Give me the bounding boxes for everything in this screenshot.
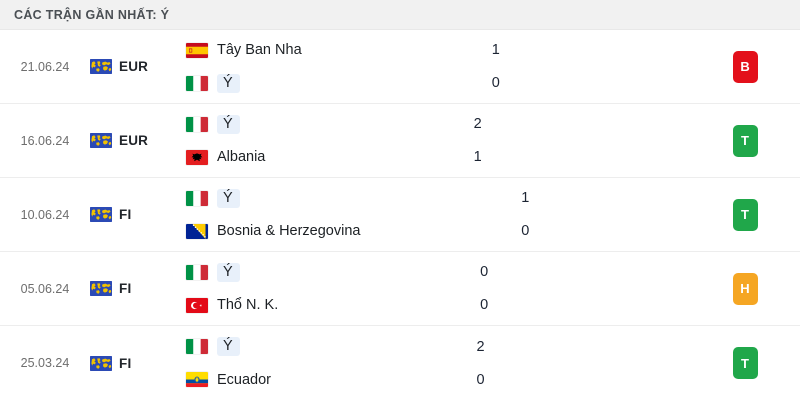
ecuador-flag-icon xyxy=(186,372,208,387)
row-spacer xyxy=(600,178,690,251)
row-spacer xyxy=(571,30,690,103)
teams-cell: Ý Albania xyxy=(182,104,403,177)
away-team-line[interactable]: Ecuador xyxy=(186,370,406,390)
away-team-line[interactable]: Ý xyxy=(186,73,421,93)
italy-flag-icon xyxy=(186,339,208,354)
row-spacer xyxy=(556,326,691,400)
away-score: 0 xyxy=(480,297,489,313)
match-date: 05.06.24 xyxy=(20,281,70,296)
away-team-name: Bosnia & Herzegovina xyxy=(217,223,361,239)
away-score: 0 xyxy=(491,75,500,91)
home-team-name: Ý xyxy=(217,262,240,282)
match-row[interactable]: 25.03.24 FI Ý Ecuador 2 0 T xyxy=(0,326,800,400)
status-badge[interactable]: T xyxy=(732,198,758,231)
away-team-line[interactable]: Albania xyxy=(186,147,403,167)
result-cell: T xyxy=(690,178,800,251)
match-list: 21.06.24 EUR Tây Ban Nha Ý 1 0 B 16.06.24 EUR Ý Al… xyxy=(0,30,800,400)
teams-cell: Ý Ecuador xyxy=(182,326,406,400)
competition-label: FI xyxy=(119,281,132,296)
result-cell: H xyxy=(690,252,800,325)
spain-flag-icon xyxy=(186,42,208,58)
away-score: 0 xyxy=(521,223,530,239)
status-badge[interactable]: T xyxy=(732,124,758,157)
match-date: 10.06.24 xyxy=(20,207,70,222)
status-badge[interactable]: T xyxy=(732,347,758,379)
italy-flag-icon xyxy=(186,75,208,91)
match-row[interactable]: 10.06.24 FI Ý Bosnia & Herzegovina 1 0 T xyxy=(0,178,800,252)
panel-header: CÁC TRẬN GẦN NHẤT: Ý xyxy=(0,0,800,30)
away-team-name: Ý xyxy=(217,73,240,93)
albania-flag-icon xyxy=(186,149,208,165)
result-cell: T xyxy=(690,104,800,177)
match-row[interactable]: 05.06.24 FI Ý Thổ N. K. 0 0 H xyxy=(0,252,800,326)
home-score: 2 xyxy=(473,116,482,132)
match-row[interactable]: 16.06.24 EUR Ý Albania 2 1 T xyxy=(0,104,800,178)
turkey-flag-icon xyxy=(186,297,208,313)
home-team-name: Ý xyxy=(217,114,240,134)
world-map-icon xyxy=(90,59,112,74)
home-team-line[interactable]: Ý xyxy=(186,188,450,208)
match-date: 21.06.24 xyxy=(20,59,70,74)
status-badge[interactable]: B xyxy=(732,50,758,83)
italy-flag-icon xyxy=(186,264,208,280)
competition-cell[interactable]: FI xyxy=(90,178,182,251)
row-spacer xyxy=(559,252,690,325)
match-date: 25.03.24 xyxy=(20,356,70,370)
result-cell: T xyxy=(690,326,800,400)
competition-label: FI xyxy=(119,207,132,222)
home-team-line[interactable]: Ý xyxy=(186,337,406,357)
home-team-line[interactable]: Ý xyxy=(186,262,409,282)
away-team-name: Albania xyxy=(217,149,266,165)
competition-cell[interactable]: FI xyxy=(90,252,182,325)
competition-cell[interactable]: FI xyxy=(90,326,182,400)
teams-cell: Tây Ban Nha Ý xyxy=(182,30,421,103)
italy-flag-icon xyxy=(186,116,208,132)
competition-label: EUR xyxy=(119,133,149,148)
competition-cell[interactable]: EUR xyxy=(90,30,182,103)
away-score: 0 xyxy=(476,371,485,388)
home-score: 2 xyxy=(476,338,485,355)
home-team-name: Tây Ban Nha xyxy=(217,42,302,58)
competition-label: FI xyxy=(119,355,132,371)
row-spacer xyxy=(553,104,690,177)
teams-cell: Ý Thổ N. K. xyxy=(182,252,409,325)
status-badge[interactable]: H xyxy=(732,272,758,305)
home-score: 1 xyxy=(521,190,530,206)
world-map-icon xyxy=(90,133,112,148)
competition-label: EUR xyxy=(119,59,149,74)
home-score: 0 xyxy=(480,264,489,280)
home-score: 1 xyxy=(491,42,500,58)
teams-cell: Ý Bosnia & Herzegovina xyxy=(182,178,450,251)
match-row[interactable]: 21.06.24 EUR Tây Ban Nha Ý 1 0 B xyxy=(0,30,800,104)
italy-flag-icon xyxy=(186,190,208,206)
away-team-line[interactable]: Thổ N. K. xyxy=(186,295,409,315)
world-map-icon xyxy=(90,207,112,222)
home-team-name: Ý xyxy=(217,188,240,208)
away-team-name: Thổ N. K. xyxy=(217,297,279,313)
match-date: 16.06.24 xyxy=(20,133,70,148)
away-score: 1 xyxy=(473,149,482,165)
result-cell: B xyxy=(690,30,800,103)
home-team-line[interactable]: Tây Ban Nha xyxy=(186,40,421,60)
bosnia-flag-icon xyxy=(186,223,208,239)
world-map-icon xyxy=(90,281,112,296)
home-team-name: Ý xyxy=(217,337,240,356)
away-team-name: Ecuador xyxy=(217,371,272,388)
world-map-icon xyxy=(90,355,112,371)
competition-cell[interactable]: EUR xyxy=(90,104,182,177)
page-title: CÁC TRẬN GẦN NHẤT: Ý xyxy=(14,7,170,22)
away-team-line[interactable]: Bosnia & Herzegovina xyxy=(186,221,450,241)
home-team-line[interactable]: Ý xyxy=(186,114,403,134)
